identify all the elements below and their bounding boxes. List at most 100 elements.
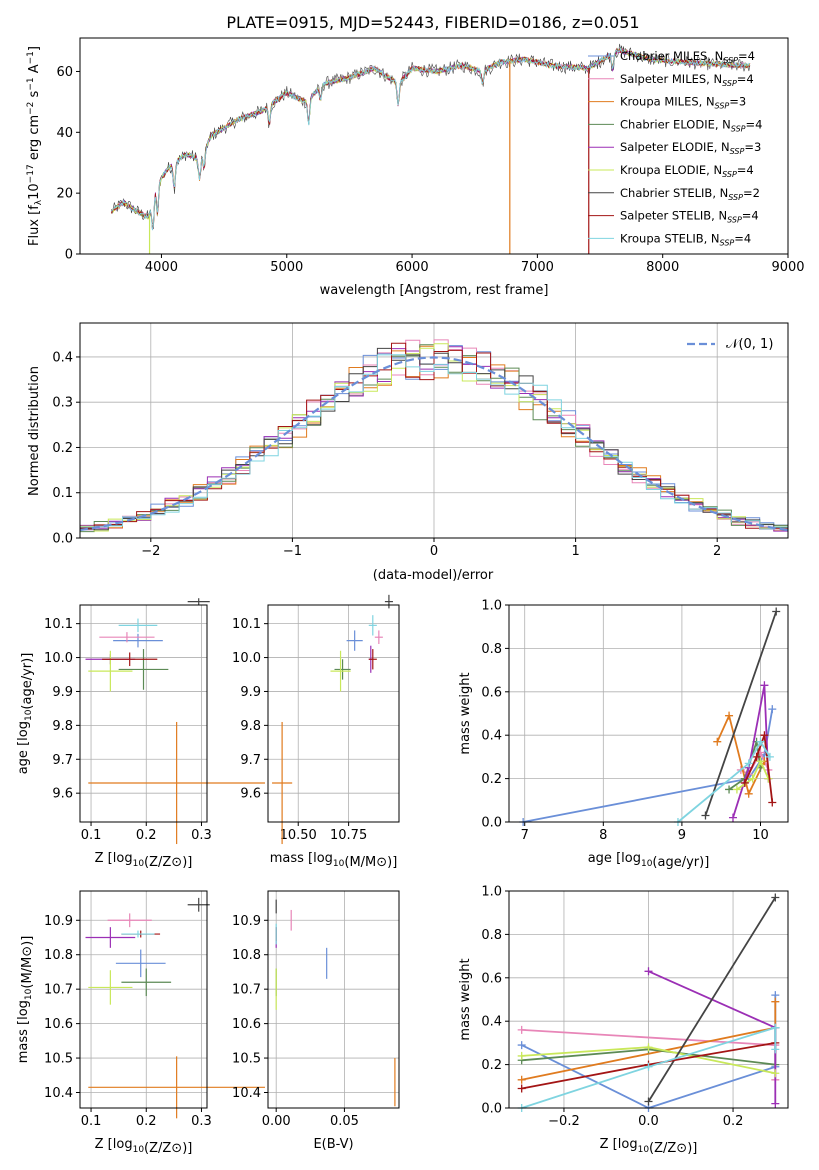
spectrum-xtick-label: 8000 [646,260,679,275]
mass_vs_ebv-ytick-label: 10.8 [232,948,261,963]
weight_vs_Z-series-krou_stelib [521,1026,777,1109]
age_vs_Z-frame [79,604,208,823]
residuals-hist-salp_stelib [80,342,788,530]
age_vs_mass-frame [267,604,400,823]
weight_vs_age-marker [725,711,734,720]
weight_vs_Z-marker [771,893,780,902]
spectrum-xtick-label: 7000 [521,260,554,275]
residuals-ytick-label: 0.0 [52,532,73,547]
weight_vs_Z-ytick-label: 0.4 [481,1015,502,1030]
weight_vs_Z-marker [644,967,653,976]
weight_vs_Z-marker [771,1099,780,1108]
age_vs_Z-ytick-label: 9.9 [52,685,73,700]
age_vs_mass-xtick-label: 10.50 [280,828,317,843]
weight_vs_Z-marker [517,1084,526,1093]
weight_vs_age-marker [765,752,774,761]
weight_vs_age-ytick-label: 1.0 [481,599,502,614]
weight_vs_age-ylabel: mass weight [458,672,473,754]
mass_vs_ebv-ytick-label: 10.4 [232,1086,261,1101]
weight_vs_Z-marker [517,1025,526,1034]
residuals-hist-krou_elodie [80,343,788,532]
spectrum-xtick-label: 5000 [270,260,303,275]
spectrum-legend-label: Chabrier STELIB, NSSP=2 [620,186,760,202]
weight_vs_Z-ytick-label: 1.0 [481,885,502,900]
weight_vs_age-marker [772,607,781,616]
spectrum-legend-label: Kroupa ELODIE, NSSP=4 [620,163,754,179]
weight_vs_age-marker [760,681,769,690]
weight_vs_age-marker [760,731,769,740]
weight_vs_Z-xtick-label: 0.2 [723,1114,744,1129]
weight_vs_age-marker [768,798,777,807]
weight_vs_age-xtick-label: 10 [752,828,769,843]
spectrum-xtick-label: 6000 [396,260,429,275]
mass_vs_ebv-ytick-label: 10.7 [232,983,261,998]
spectrum-ytick-label: 40 [56,126,73,141]
weight_vs_Z-ylabel: mass weight [458,958,473,1040]
weight_vs_age-xtick-label: 8 [599,828,607,843]
mass_vs_ebv-ytick-label: 10.5 [232,1052,261,1067]
spectrum-legend-label: Kroupa MILES, NSSP=3 [620,95,746,111]
residuals-frame [79,322,789,539]
age_vs_mass-xlabel: mass [log10(M/M⊙)] [270,851,398,870]
spectrum-xtick-label: 4000 [145,260,178,275]
age_vs_mass-xtick-label: 10.75 [330,828,367,843]
weight_vs_age-marker [748,774,757,783]
weight_vs_Z-marker [644,1062,653,1071]
mass_vs_ebv-xtick-label: 0.05 [330,1114,359,1129]
weight_vs_age-frame [508,604,789,823]
weight_vs_age-series-krou_miles [716,712,766,797]
weight_vs_Z-xlabel: Z [log10(Z/Z⊙)] [600,1137,698,1156]
age_vs_mass-ytick-label: 9.9 [240,685,261,700]
age_vs_Z-xtick-label: 0.2 [136,828,157,843]
weight_vs_age-marker [732,785,741,794]
weight_vs_age-marker [752,752,761,761]
spectrum-legend-label: Salpeter ELODIE, NSSP=3 [620,140,761,156]
weight_vs_Z-marker [771,1069,780,1078]
weight_vs_age-marker [768,705,777,714]
weight_vs_age-series-salp_stelib [743,734,774,803]
weight_vs_age-ytick-label: 0.0 [481,816,502,831]
figure-title: PLATE=0915, MJD=52443, FIBERID=0186, z=0… [226,13,639,32]
weight_vs_age-marker [728,813,737,822]
weight_vs_Z-frame [508,890,789,1109]
weight_vs_Z-marker [644,1043,653,1052]
mass_vs_Z-ytick-label: 10.4 [44,1086,73,1101]
age_vs_Z-ylabel: age [log10(age/yr)] [16,653,35,775]
age_vs_Z-xtick-label: 0.3 [191,828,212,843]
weight_vs_Z-marker [771,1045,780,1054]
mass_vs_Z-ytick-label: 10.6 [44,1017,73,1032]
mass_vs_Z-ytick-label: 10.7 [44,983,73,998]
age_vs_Z-ytick-label: 10.1 [44,617,73,632]
spectrum-legend-label: Chabrier MILES, NSSP=4 [620,49,755,65]
weight_vs_age-series-chab_miles [522,709,774,823]
weight_vs_age-marker [740,778,749,787]
spectrum-legend-label: Salpeter STELIB, NSSP=4 [620,209,759,225]
weight_vs_Z-marker [517,1041,526,1050]
mass_vs_Z-xtick-label: 0.1 [81,1114,102,1129]
residuals-ytick-label: 0.3 [52,396,73,411]
weight_vs_age-xlabel: age [log10(age/yr)] [588,851,710,870]
weight_vs_Z-ytick-label: 0.6 [481,971,502,986]
weight_vs_age-series-chab_stelib [704,611,778,816]
residuals-normal-curve [79,356,789,532]
age_vs_mass-ytick-label: 10.0 [232,651,261,666]
weight_vs_Z-xtick-label: −0.2 [548,1114,580,1129]
weight_vs_age-marker [756,757,765,766]
mass_vs_Z-xtick-label: 0.2 [136,1114,157,1129]
weight_vs_age-series-krou_stelib [677,739,771,823]
spectrum-frame [79,37,789,255]
residuals-ylabel: Normed distribution [27,366,42,496]
age_vs_mass-ytick-label: 9.7 [240,753,261,768]
weight_vs_Z-marker [644,1097,653,1106]
weight_vs_Z-xtick-label: 0.0 [638,1114,659,1129]
residuals-ytick-label: 0.2 [52,441,73,456]
residuals-xtick-label: 0 [430,544,438,559]
weight_vs_age-xtick-label: 9 [678,828,686,843]
age_vs_Z-ytick-label: 9.6 [52,787,73,802]
weight_vs_age-series-salp_elodie [732,685,770,818]
mass_vs_Z-xtick-label: 0.3 [191,1114,212,1129]
age_vs_Z-ytick-label: 9.8 [52,719,73,734]
residuals-legend-label: 𝒩(0, 1) [726,337,773,352]
weight_vs_age-marker [725,785,734,794]
